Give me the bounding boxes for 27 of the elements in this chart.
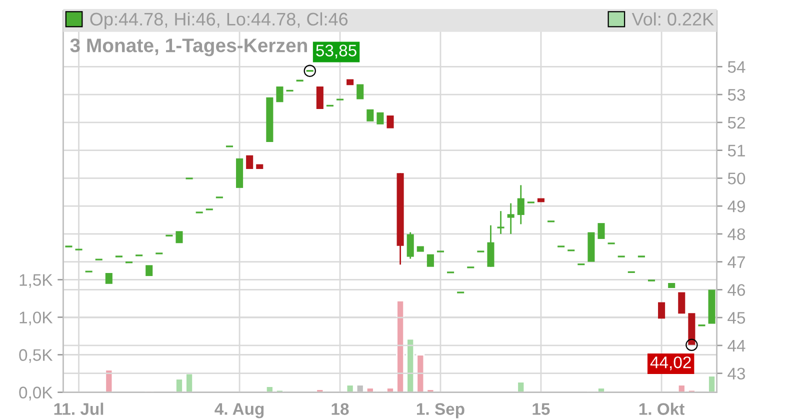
- y-tick-label: 51: [728, 144, 745, 157]
- y2-tick-label: 1,5K: [20, 274, 53, 288]
- y2-tick-label: 1,0K: [20, 312, 53, 326]
- y-tick-label: 50: [728, 172, 746, 184]
- y-tick-label: 44: [728, 340, 746, 352]
- y-tick-label: 46: [728, 284, 746, 296]
- x-tick-label: 18: [332, 403, 349, 415]
- annotation: 44,02: [650, 356, 691, 370]
- y2-tick-label: 0,5K: [19, 349, 53, 363]
- y-tick-label: 53: [728, 88, 746, 101]
- y-tick-label: 52: [728, 116, 745, 129]
- x-tick-label: 11. Jul: [54, 402, 104, 415]
- y-tick-label: 47: [728, 256, 745, 268]
- y-tick-label: 45: [728, 312, 746, 324]
- y-tick-label: 43: [728, 368, 746, 380]
- y-tick-label: 54: [728, 61, 746, 73]
- y2-tick-label: 0,0K: [19, 386, 53, 400]
- x-tick-label: 4. Aug: [214, 403, 264, 418]
- y-tick-label: 48: [728, 228, 746, 240]
- x-tick-label: 1. Sep: [416, 403, 464, 418]
- y-tick-label: 49: [728, 200, 745, 212]
- annotation: 53,85: [316, 44, 356, 58]
- text: 3 Monate, 1-Tages-Kerzen: [70, 38, 307, 56]
- x-tick-label: 15: [532, 403, 550, 415]
- legend-label: Op:44.78, Hi:46, Lo:44.78, Cl:46: [90, 12, 348, 30]
- x-tick-label: 1. Okt: [639, 402, 684, 415]
- legend-label: Vol: 0.22K: [632, 12, 714, 26]
